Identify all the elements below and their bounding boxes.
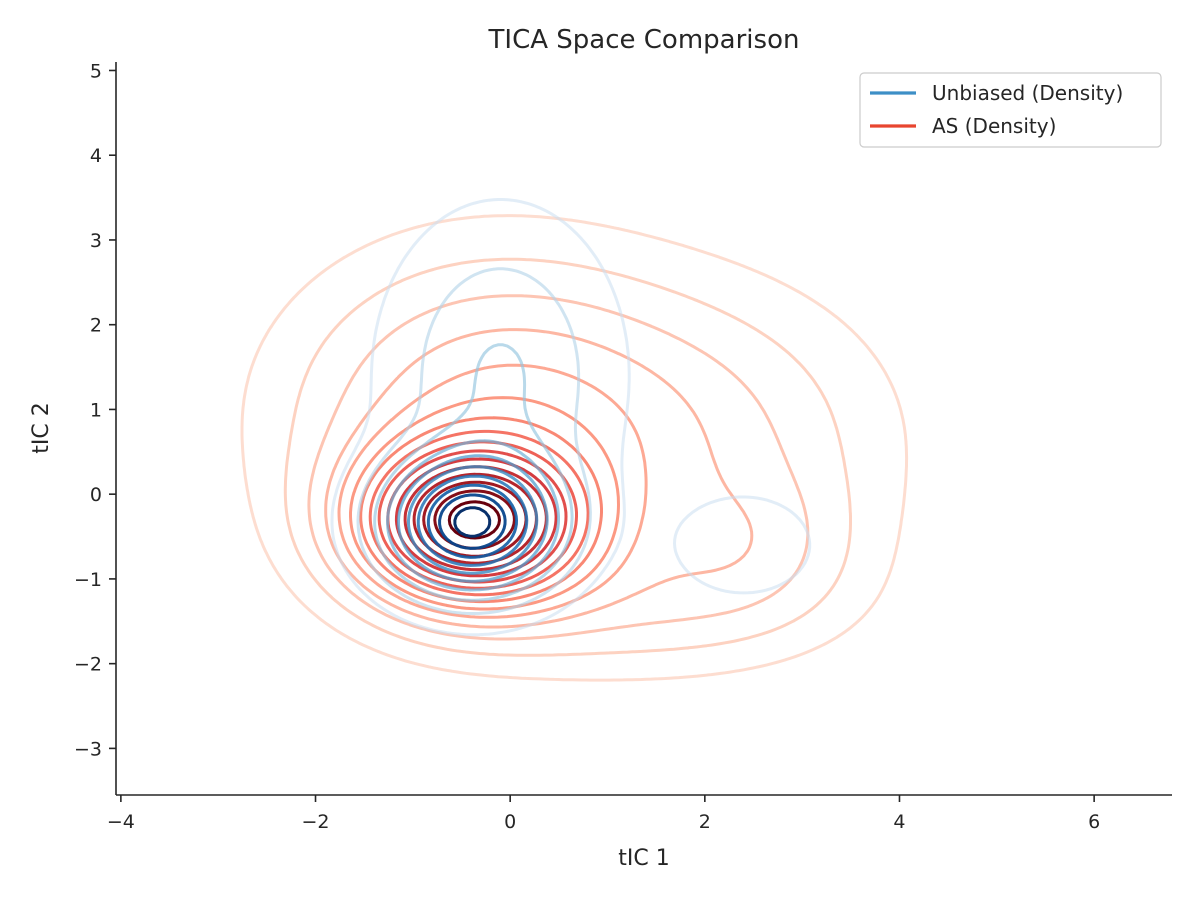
y-tick-label: 4 bbox=[90, 145, 102, 167]
y-tick-label: −1 bbox=[74, 569, 102, 591]
contour-level bbox=[447, 500, 501, 540]
contour-level bbox=[307, 294, 810, 641]
legend: Unbiased (Density) AS (Density) bbox=[859, 72, 1162, 148]
contour-level bbox=[356, 267, 592, 615]
contour-level bbox=[386, 439, 560, 592]
contour-level bbox=[407, 465, 539, 575]
y-axis-label: tIC 2 bbox=[29, 402, 54, 453]
contour-level bbox=[397, 454, 549, 583]
contour-level bbox=[416, 474, 529, 567]
contour-level bbox=[330, 198, 812, 637]
legend-box bbox=[859, 72, 1162, 148]
x-tick-label: −2 bbox=[302, 811, 330, 833]
x-tick-label: 4 bbox=[893, 811, 905, 833]
x-axis-label: tIC 1 bbox=[618, 846, 669, 871]
contour-level bbox=[337, 363, 648, 619]
legend-label-as: AS (Density) bbox=[932, 114, 1056, 138]
contour-layer bbox=[240, 198, 909, 682]
contour-level bbox=[349, 396, 620, 611]
contour-level bbox=[283, 257, 852, 657]
chart-title: TICA Space Comparison bbox=[488, 25, 800, 55]
x-tick-label: −4 bbox=[107, 811, 135, 833]
y-tick-label: −2 bbox=[74, 654, 102, 676]
legend-label-unbiased: Unbiased (Density) bbox=[932, 81, 1123, 105]
contour-level bbox=[240, 214, 909, 682]
x-tick-label: 0 bbox=[504, 811, 516, 833]
x-axis-ticks: −4 −2 0 2 4 6 bbox=[107, 795, 1100, 833]
y-tick-label: −3 bbox=[74, 738, 102, 760]
contour-series-unbiased bbox=[330, 198, 812, 637]
contour-level bbox=[373, 343, 574, 602]
y-tick-label: 2 bbox=[90, 315, 102, 337]
x-tick-label: 6 bbox=[1088, 811, 1100, 833]
contour-level bbox=[426, 483, 518, 559]
x-tick-label: 2 bbox=[699, 811, 711, 833]
y-tick-label: 5 bbox=[90, 60, 102, 82]
y-tick-label: 1 bbox=[90, 399, 102, 421]
y-tick-label: 3 bbox=[90, 230, 102, 252]
contour-level bbox=[438, 493, 507, 550]
y-axis-ticks: −3 −2 −1 0 1 2 3 4 5 bbox=[74, 60, 116, 760]
contour-level bbox=[453, 506, 492, 538]
contour-series-as bbox=[240, 214, 909, 682]
y-tick-label: 0 bbox=[90, 484, 102, 506]
